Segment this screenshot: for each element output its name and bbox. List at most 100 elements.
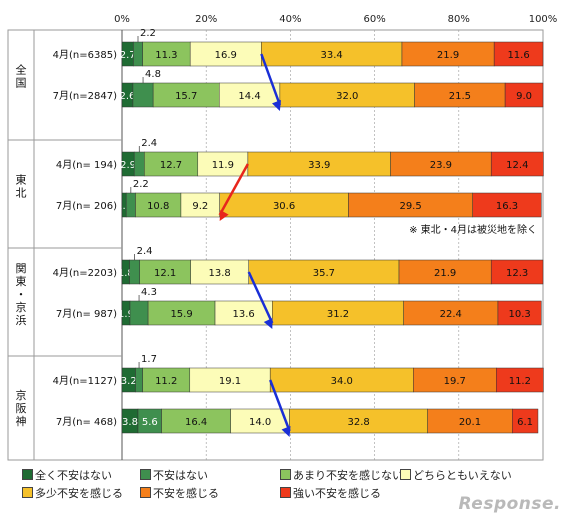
- data-label: 2.6: [120, 91, 136, 102]
- bar-segment: [269, 367, 414, 393]
- data-label: 14.0: [249, 417, 271, 428]
- legend-item: 多少不安を感じる: [22, 485, 123, 501]
- data-label: 9.0: [516, 91, 532, 102]
- bar-segment: [135, 192, 182, 218]
- x-tick-label: 0%: [114, 14, 130, 25]
- group-label-char: 浜: [16, 314, 27, 327]
- change-arrow: [218, 163, 249, 216]
- group-label-char: 国: [16, 77, 27, 90]
- change-arrowhead: [271, 100, 281, 111]
- bar-segment: [132, 82, 154, 108]
- bar-segment: [247, 151, 391, 177]
- legend-swatch: [22, 469, 33, 480]
- change-arrow: [269, 379, 291, 432]
- callout-label: 2.2: [133, 179, 149, 190]
- legend-item: 不安はない: [140, 467, 208, 483]
- data-label: 20.1: [459, 417, 481, 428]
- bar-segment: [496, 367, 544, 393]
- bar-segment: [490, 151, 544, 177]
- legend-item: 不安を感じる: [140, 485, 219, 501]
- bar-segment: [427, 408, 513, 434]
- data-label: 10.8: [147, 201, 169, 212]
- x-tick-label: 80%: [448, 14, 470, 25]
- data-label: 1.0: [116, 201, 132, 212]
- data-label: 13.8: [209, 268, 231, 279]
- legend-label: 全く不安はない: [35, 469, 112, 482]
- data-label: 31.2: [327, 309, 349, 320]
- legend-swatch: [280, 469, 291, 480]
- bar-segment: [219, 192, 349, 218]
- data-label: 10.3: [509, 309, 531, 320]
- data-label: 35.7: [313, 268, 335, 279]
- data-label: 16.9: [215, 50, 237, 61]
- data-label: 29.5: [399, 201, 421, 212]
- bar-segment: [142, 367, 191, 393]
- group-label-char: 関: [16, 262, 27, 275]
- bar-segment: [348, 192, 473, 218]
- data-label: 2.7: [120, 50, 136, 61]
- bar-segment: [133, 41, 143, 67]
- data-label: 1.9: [118, 309, 134, 320]
- bar-segment: [512, 408, 539, 434]
- footnote: ※ 東北・4月は被災地を除く: [409, 223, 537, 236]
- bar-segment: [139, 259, 191, 285]
- group-label-char: 北: [16, 187, 27, 200]
- row-label: 7月(n= 468): [56, 416, 117, 428]
- response-watermark: Response.: [458, 494, 561, 514]
- legend-item: 全く不安はない: [22, 467, 112, 483]
- legend-item: あまり不安を感じない: [280, 467, 403, 483]
- group-label-char: 神: [16, 414, 27, 428]
- bar-segment: [490, 259, 544, 285]
- plot-frame: [7, 29, 544, 461]
- row-label: 4月(n=1127): [53, 375, 117, 387]
- x-tick-label: 40%: [279, 14, 301, 25]
- row-label: 7月(n= 987): [56, 308, 117, 320]
- callout-label: 4.8: [145, 69, 161, 80]
- data-label: 1.8: [118, 268, 134, 279]
- bar-segment: [390, 151, 492, 177]
- data-label: 32.8: [347, 417, 369, 428]
- change-arrowhead: [263, 318, 273, 329]
- bar-segment: [129, 300, 149, 326]
- bar-segment: [230, 408, 290, 434]
- legend-label: あまり不安を感じない: [293, 469, 403, 482]
- group-label-char: 阪: [16, 401, 27, 415]
- legend-swatch: [280, 487, 291, 498]
- data-label: 19.1: [219, 376, 241, 387]
- data-label: 12.7: [160, 160, 182, 171]
- change-arrowhead: [219, 210, 229, 221]
- data-label: 5.6: [142, 417, 158, 428]
- data-label: 16.3: [496, 201, 518, 212]
- group-label-char: 東: [16, 275, 27, 288]
- data-label: 12.1: [154, 268, 176, 279]
- data-label: 3.2: [121, 376, 137, 387]
- legend-swatch: [400, 469, 411, 480]
- bar-segment: [497, 300, 542, 326]
- row-label: 7月(n=2847): [53, 90, 117, 102]
- bar-segment: [147, 300, 216, 326]
- bar-segment: [472, 192, 542, 218]
- callout-label: 2.4: [137, 246, 153, 257]
- bar-segment: [189, 41, 262, 67]
- bar-segment: [414, 82, 506, 108]
- bar-segment: [189, 367, 271, 393]
- data-label: 32.0: [336, 91, 358, 102]
- row-label: 7月(n= 206): [56, 200, 117, 212]
- callout-label: 1.7: [141, 354, 157, 365]
- data-label: 3.8: [122, 417, 138, 428]
- legend-item: どちらともいえない: [400, 467, 512, 483]
- data-label: 11.9: [212, 160, 234, 171]
- data-label: 14.4: [238, 91, 260, 102]
- row-label: 4月(n= 194): [56, 159, 117, 171]
- data-label: 2.9: [120, 160, 136, 171]
- x-tick-label: 20%: [195, 14, 217, 25]
- bar-segment: [180, 192, 220, 218]
- data-label: 16.4: [185, 417, 207, 428]
- bar-segment: [142, 41, 191, 67]
- legend-swatch: [140, 469, 151, 480]
- x-tick-label: 100%: [529, 14, 558, 25]
- data-label: 11.6: [507, 50, 529, 61]
- data-label: 22.4: [440, 309, 462, 320]
- bar-segment: [135, 367, 143, 393]
- group-label-char: 東: [16, 174, 27, 187]
